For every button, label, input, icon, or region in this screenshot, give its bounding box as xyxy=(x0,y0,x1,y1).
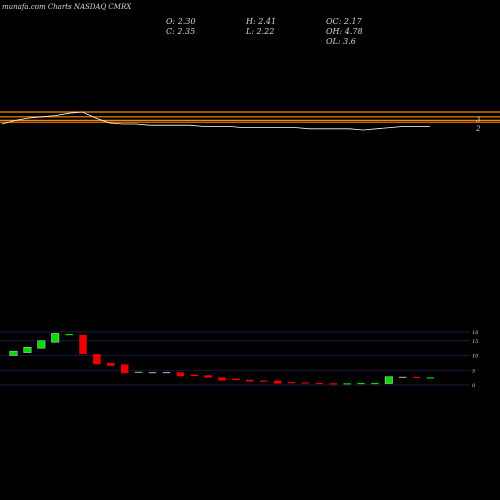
volume-candle xyxy=(120,364,129,374)
volume-candle xyxy=(134,371,143,373)
volume-tick-label: 0 xyxy=(472,383,476,389)
volume-candle xyxy=(384,376,393,384)
volume-candle xyxy=(246,379,254,382)
volume-candle xyxy=(315,382,324,385)
volume-candle xyxy=(93,354,101,365)
volume-candle xyxy=(398,376,407,378)
volume-candle xyxy=(426,377,435,379)
volume-candle xyxy=(273,380,282,384)
volume-candle xyxy=(79,334,87,355)
volume-candle xyxy=(287,382,296,384)
price-line xyxy=(1,111,430,131)
volume-candle xyxy=(218,377,226,381)
open-close-change: OC: 2.17 xyxy=(326,17,363,26)
volume-candle xyxy=(148,372,157,374)
volume-candle xyxy=(204,375,212,378)
volume-tick-label: 15 xyxy=(472,339,478,345)
price-tick-label: 3 xyxy=(476,116,481,124)
open-value: O: 2.30 xyxy=(166,17,196,26)
volume-candle xyxy=(412,376,421,378)
volume-candle xyxy=(162,372,171,374)
volume-candle xyxy=(357,382,365,385)
volume-candle xyxy=(301,382,310,384)
low-value: L: 2.22 xyxy=(245,27,274,36)
volume-candle xyxy=(107,362,115,366)
volume-candle xyxy=(51,333,60,343)
volume-candle xyxy=(329,383,337,385)
volume-tick-label: 5 xyxy=(472,368,475,374)
chart-title: munafa.com Charts NASDAQ CMRX xyxy=(2,3,132,11)
volume-candle xyxy=(37,340,46,349)
volume-candle xyxy=(23,347,32,353)
volume-candle xyxy=(343,383,351,385)
volume-candle xyxy=(232,378,240,380)
volume-candle xyxy=(65,334,73,336)
volume-candle xyxy=(190,374,198,377)
volume-panel: 0 5 10 15 18 xyxy=(0,330,479,389)
open-low-change: OL: 3.6 xyxy=(326,37,356,46)
volume-candle xyxy=(9,350,18,356)
open-high-change: OH: 4.78 xyxy=(326,27,363,36)
volume-candle xyxy=(259,380,268,382)
volume-candle xyxy=(371,382,379,385)
volume-tick-label: 18 xyxy=(472,330,478,336)
volume-tick-label: 10 xyxy=(472,354,479,360)
high-value: H: 2.41 xyxy=(245,17,276,26)
close-value: C: 2.35 xyxy=(166,27,195,36)
price-panel: 32 xyxy=(0,111,500,133)
price-tick-label: 2 xyxy=(475,125,481,133)
volume-candle xyxy=(176,372,185,377)
